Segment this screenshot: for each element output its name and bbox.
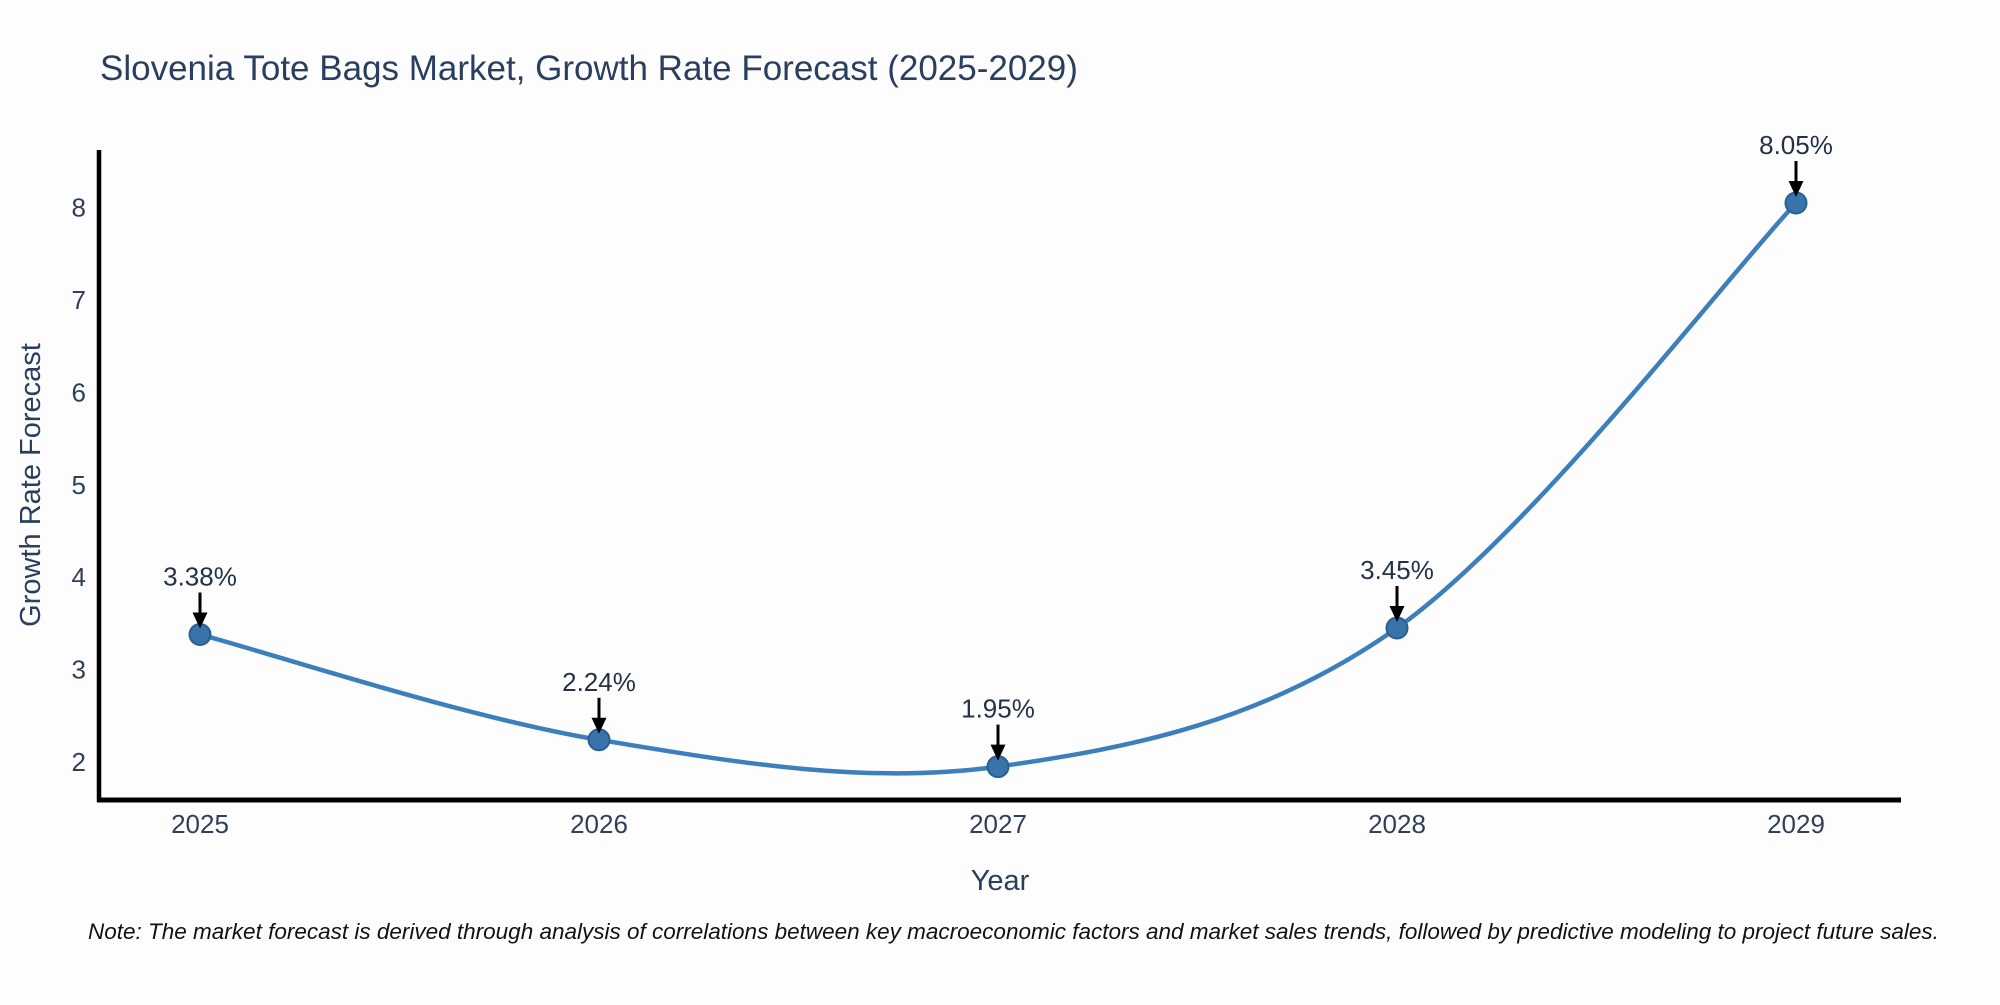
x-axis-tick-labels: 2025 2026 2027 2028 2029 [171, 809, 1825, 839]
annotation-label: 8.05% [1759, 130, 1833, 160]
y-tick-label: 4 [72, 562, 86, 592]
annotation-arrowhead-icon [1389, 606, 1405, 622]
point-annotation: 1.95% [961, 694, 1035, 761]
annotation-label: 1.95% [961, 694, 1035, 724]
y-tick-label: 2 [72, 747, 86, 777]
x-tick-label: 2026 [570, 809, 628, 839]
point-annotation: 3.38% [163, 562, 237, 629]
footnote: Note: The market forecast is derived thr… [88, 919, 1939, 944]
y-tick-label: 6 [72, 377, 86, 407]
y-tick-label: 8 [72, 193, 86, 223]
x-axis-title: Year [971, 865, 1030, 897]
data-series [188, 191, 1808, 779]
x-tick-label: 2029 [1767, 809, 1825, 839]
chart-title: Slovenia Tote Bags Market, Growth Rate F… [100, 49, 1078, 88]
x-tick-label: 2025 [171, 809, 229, 839]
y-tick-label: 5 [72, 470, 86, 500]
x-tick-label: 2027 [969, 809, 1027, 839]
point-annotation: 3.45% [1360, 555, 1434, 622]
annotation-arrowhead-icon [192, 612, 208, 629]
point-annotation: 8.05% [1759, 130, 1833, 197]
annotation-label: 2.24% [562, 667, 636, 697]
annotation-arrowhead-icon [591, 717, 607, 734]
point-annotations: 3.38% 2.24% 1.95% 3.45% 8.05% [163, 130, 1833, 761]
annotation-label: 3.45% [1360, 555, 1434, 585]
x-tick-label: 2028 [1368, 809, 1426, 839]
y-axis-title: Growth Rate Forecast [15, 343, 47, 627]
annotation-arrowhead-icon [1788, 181, 1804, 197]
annotation-arrowhead-icon [990, 744, 1006, 761]
y-axis-tick-labels: 2 3 4 5 6 7 8 [72, 193, 86, 777]
point-annotation: 2.24% [562, 667, 636, 734]
annotation-label: 3.38% [163, 562, 237, 592]
y-tick-label: 3 [72, 655, 86, 685]
y-tick-label: 7 [72, 285, 86, 315]
trend-line [197, 200, 1799, 776]
